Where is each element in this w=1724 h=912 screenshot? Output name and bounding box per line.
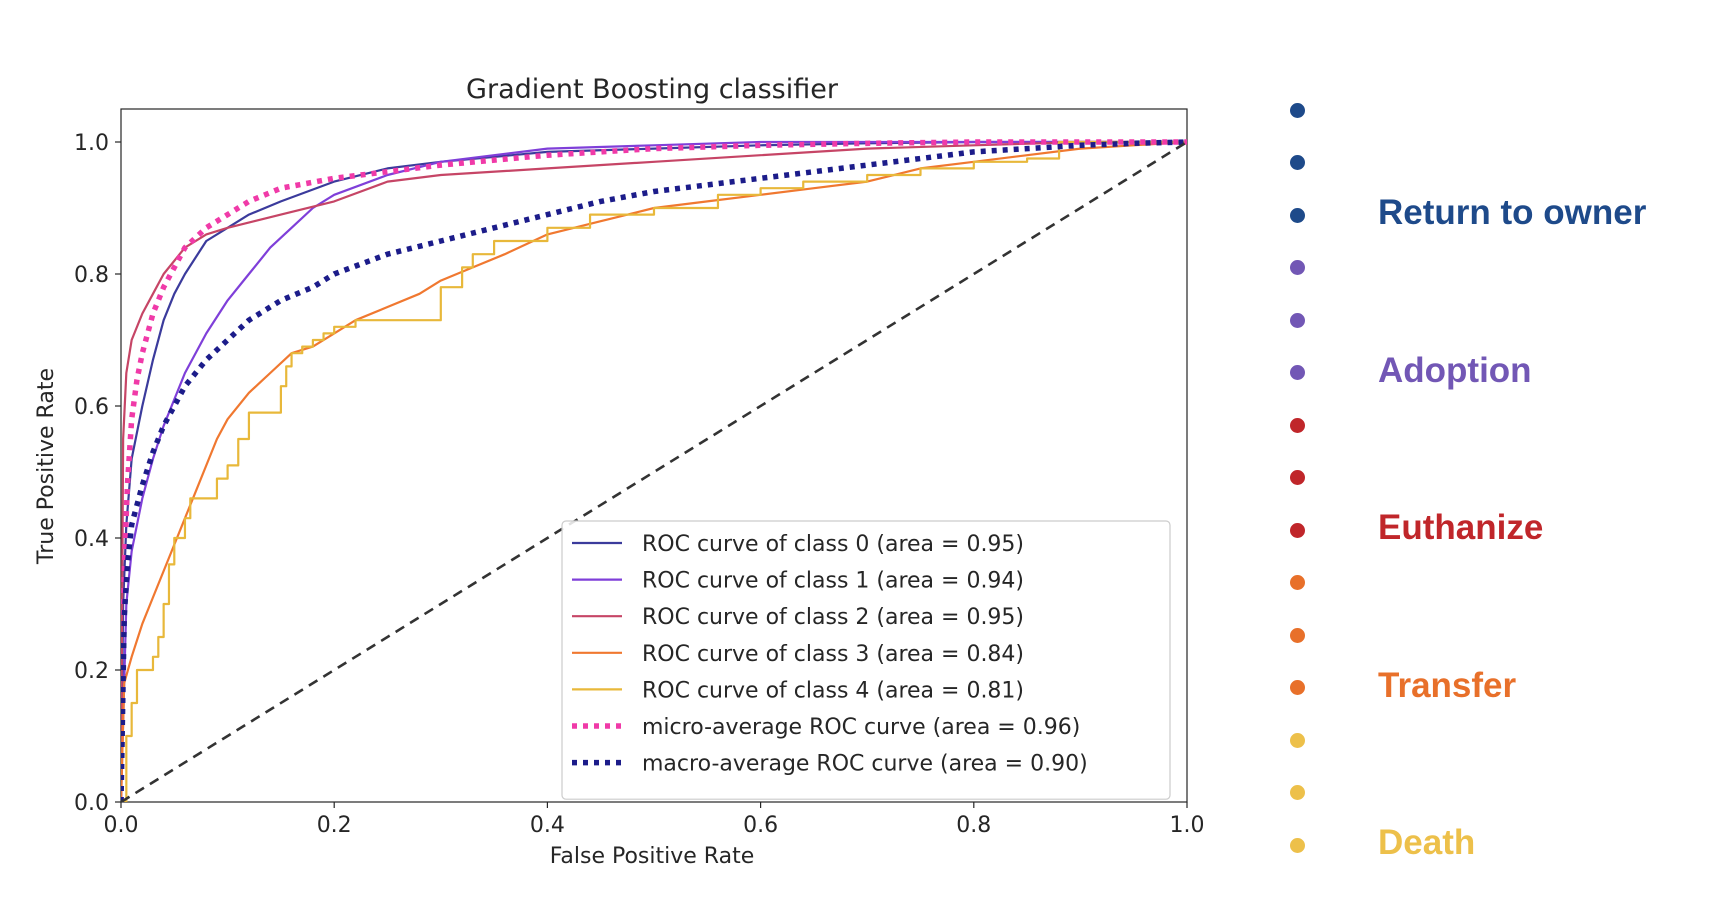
legend-box [561,520,1171,800]
legend-label: micro-average ROC curve (area = 0.96) [642,715,1080,740]
legend-label: ROC curve of class 4 (area = 0.81) [642,678,1024,703]
bullet-dot-icon [1290,575,1305,590]
annotation-row [1290,148,1305,178]
series-line-0 [121,140,1187,802]
x-tick-label: 0.6 [743,813,778,838]
annotation-row [1290,673,1305,703]
bullet-dot-icon [1290,732,1305,748]
bullet-dot-icon [1290,627,1305,643]
y-axis-label: True Positive Rate [34,368,59,565]
annotation-row [1290,778,1305,808]
legend-label: macro-average ROC curve (area = 0.90) [642,752,1088,777]
plot-frame [120,108,1188,803]
x-tick-label: 0.2 [317,813,352,838]
annotation-row [1290,200,1305,230]
bullet-dot-icon [1290,470,1305,485]
bullet-dot-icon [1290,522,1305,538]
x-tick-label: 0.8 [956,813,991,838]
bullet-dot-icon [1290,785,1305,800]
x-tick-label: 0.4 [530,813,565,838]
y-tick-label: 0.2 [74,659,109,684]
annotation-row [1290,358,1305,388]
chart-title: Gradient Boosting classifier [466,74,839,105]
bullet-dot-icon [1290,312,1305,328]
bullet-dot-icon [1290,260,1305,275]
annotation-row [1290,410,1305,440]
annotation-row [1290,253,1305,283]
annotation-row [1290,305,1305,335]
bullet-dot-icon [1290,155,1305,170]
y-tick-label: 0.8 [74,263,109,288]
chance-diagonal-line [121,140,1187,802]
outcome-label: Euthanize [1378,508,1544,547]
series-line-6 [121,139,1187,802]
annotation-row [1290,568,1305,598]
outcome-label: Transfer [1378,665,1517,705]
x-axis-label: False Positive Rate [550,844,754,869]
y-tick-label: 0.4 [74,527,109,552]
series-line-2 [121,140,1187,802]
y-tick-label: 1.0 [74,131,109,156]
annotation-row [1290,95,1305,125]
y-tick-label: 0.0 [74,791,109,816]
y-tick-label: 0.6 [74,395,109,420]
annotation-row [1290,463,1305,493]
outcome-label: Death [1378,823,1476,862]
annotation-panel: Return to owner Adoption Euthanize Transfer… [1290,95,1710,885]
annotation-row [1290,830,1305,860]
bullet-dot-icon [1290,417,1305,433]
annotation-row [1290,515,1305,545]
bullet-dot-icon [1290,102,1305,118]
bullet-dot-icon [1290,207,1305,223]
series-line-1 [121,140,1187,802]
annotation-row [1290,620,1305,650]
annotation-row [1290,725,1305,755]
series-line-4 [121,140,1187,802]
bullet-dot-icon [1290,837,1305,853]
legend-label: ROC curve of class 1 (area = 0.94) [642,569,1024,594]
bullet-dot-icon [1290,680,1305,695]
outcome-label: Return to owner [1378,193,1647,232]
bullet-dot-icon [1290,365,1305,380]
x-tick-label: 0.0 [104,813,139,838]
series-line-5 [121,139,1187,802]
x-tick-label: 1.0 [1170,813,1205,838]
outcome-label: Adoption [1378,350,1532,390]
legend-label: ROC curve of class 0 (area = 0.95) [642,532,1024,557]
legend-label: ROC curve of class 2 (area = 0.95) [642,605,1024,630]
series-line-3 [121,140,1187,802]
legend-label: ROC curve of class 3 (area = 0.84) [642,642,1024,667]
